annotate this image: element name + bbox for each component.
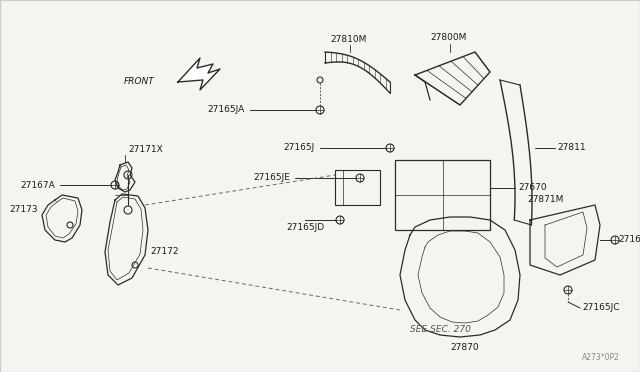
Text: 27165J: 27165J [284,144,315,153]
Text: 27870: 27870 [451,343,479,352]
Text: 27167A: 27167A [20,180,55,189]
Text: SEE SEC. 270: SEE SEC. 270 [410,326,470,334]
Text: 27800M: 27800M [430,33,467,42]
Text: 27165JE: 27165JE [253,173,290,183]
Bar [395,160,490,230]
Text: 27871M: 27871M [527,196,563,205]
Text: 27165JB: 27165JB [618,235,640,244]
Text: A273*0P2: A273*0P2 [582,353,620,362]
Text: 27173: 27173 [10,205,38,215]
Text: 27670: 27670 [518,183,547,192]
Bar [335,170,380,205]
Text: 27171X: 27171X [128,145,163,154]
Text: 27165JC: 27165JC [582,304,620,312]
Text: 27172: 27172 [150,247,179,257]
Text: 27165JA: 27165JA [208,106,245,115]
Text: 27811: 27811 [557,144,586,153]
Text: FRONT: FRONT [124,77,155,87]
Text: 27165JD: 27165JD [286,224,324,232]
Polygon shape [178,58,220,90]
Text: 27810M: 27810M [330,35,366,45]
